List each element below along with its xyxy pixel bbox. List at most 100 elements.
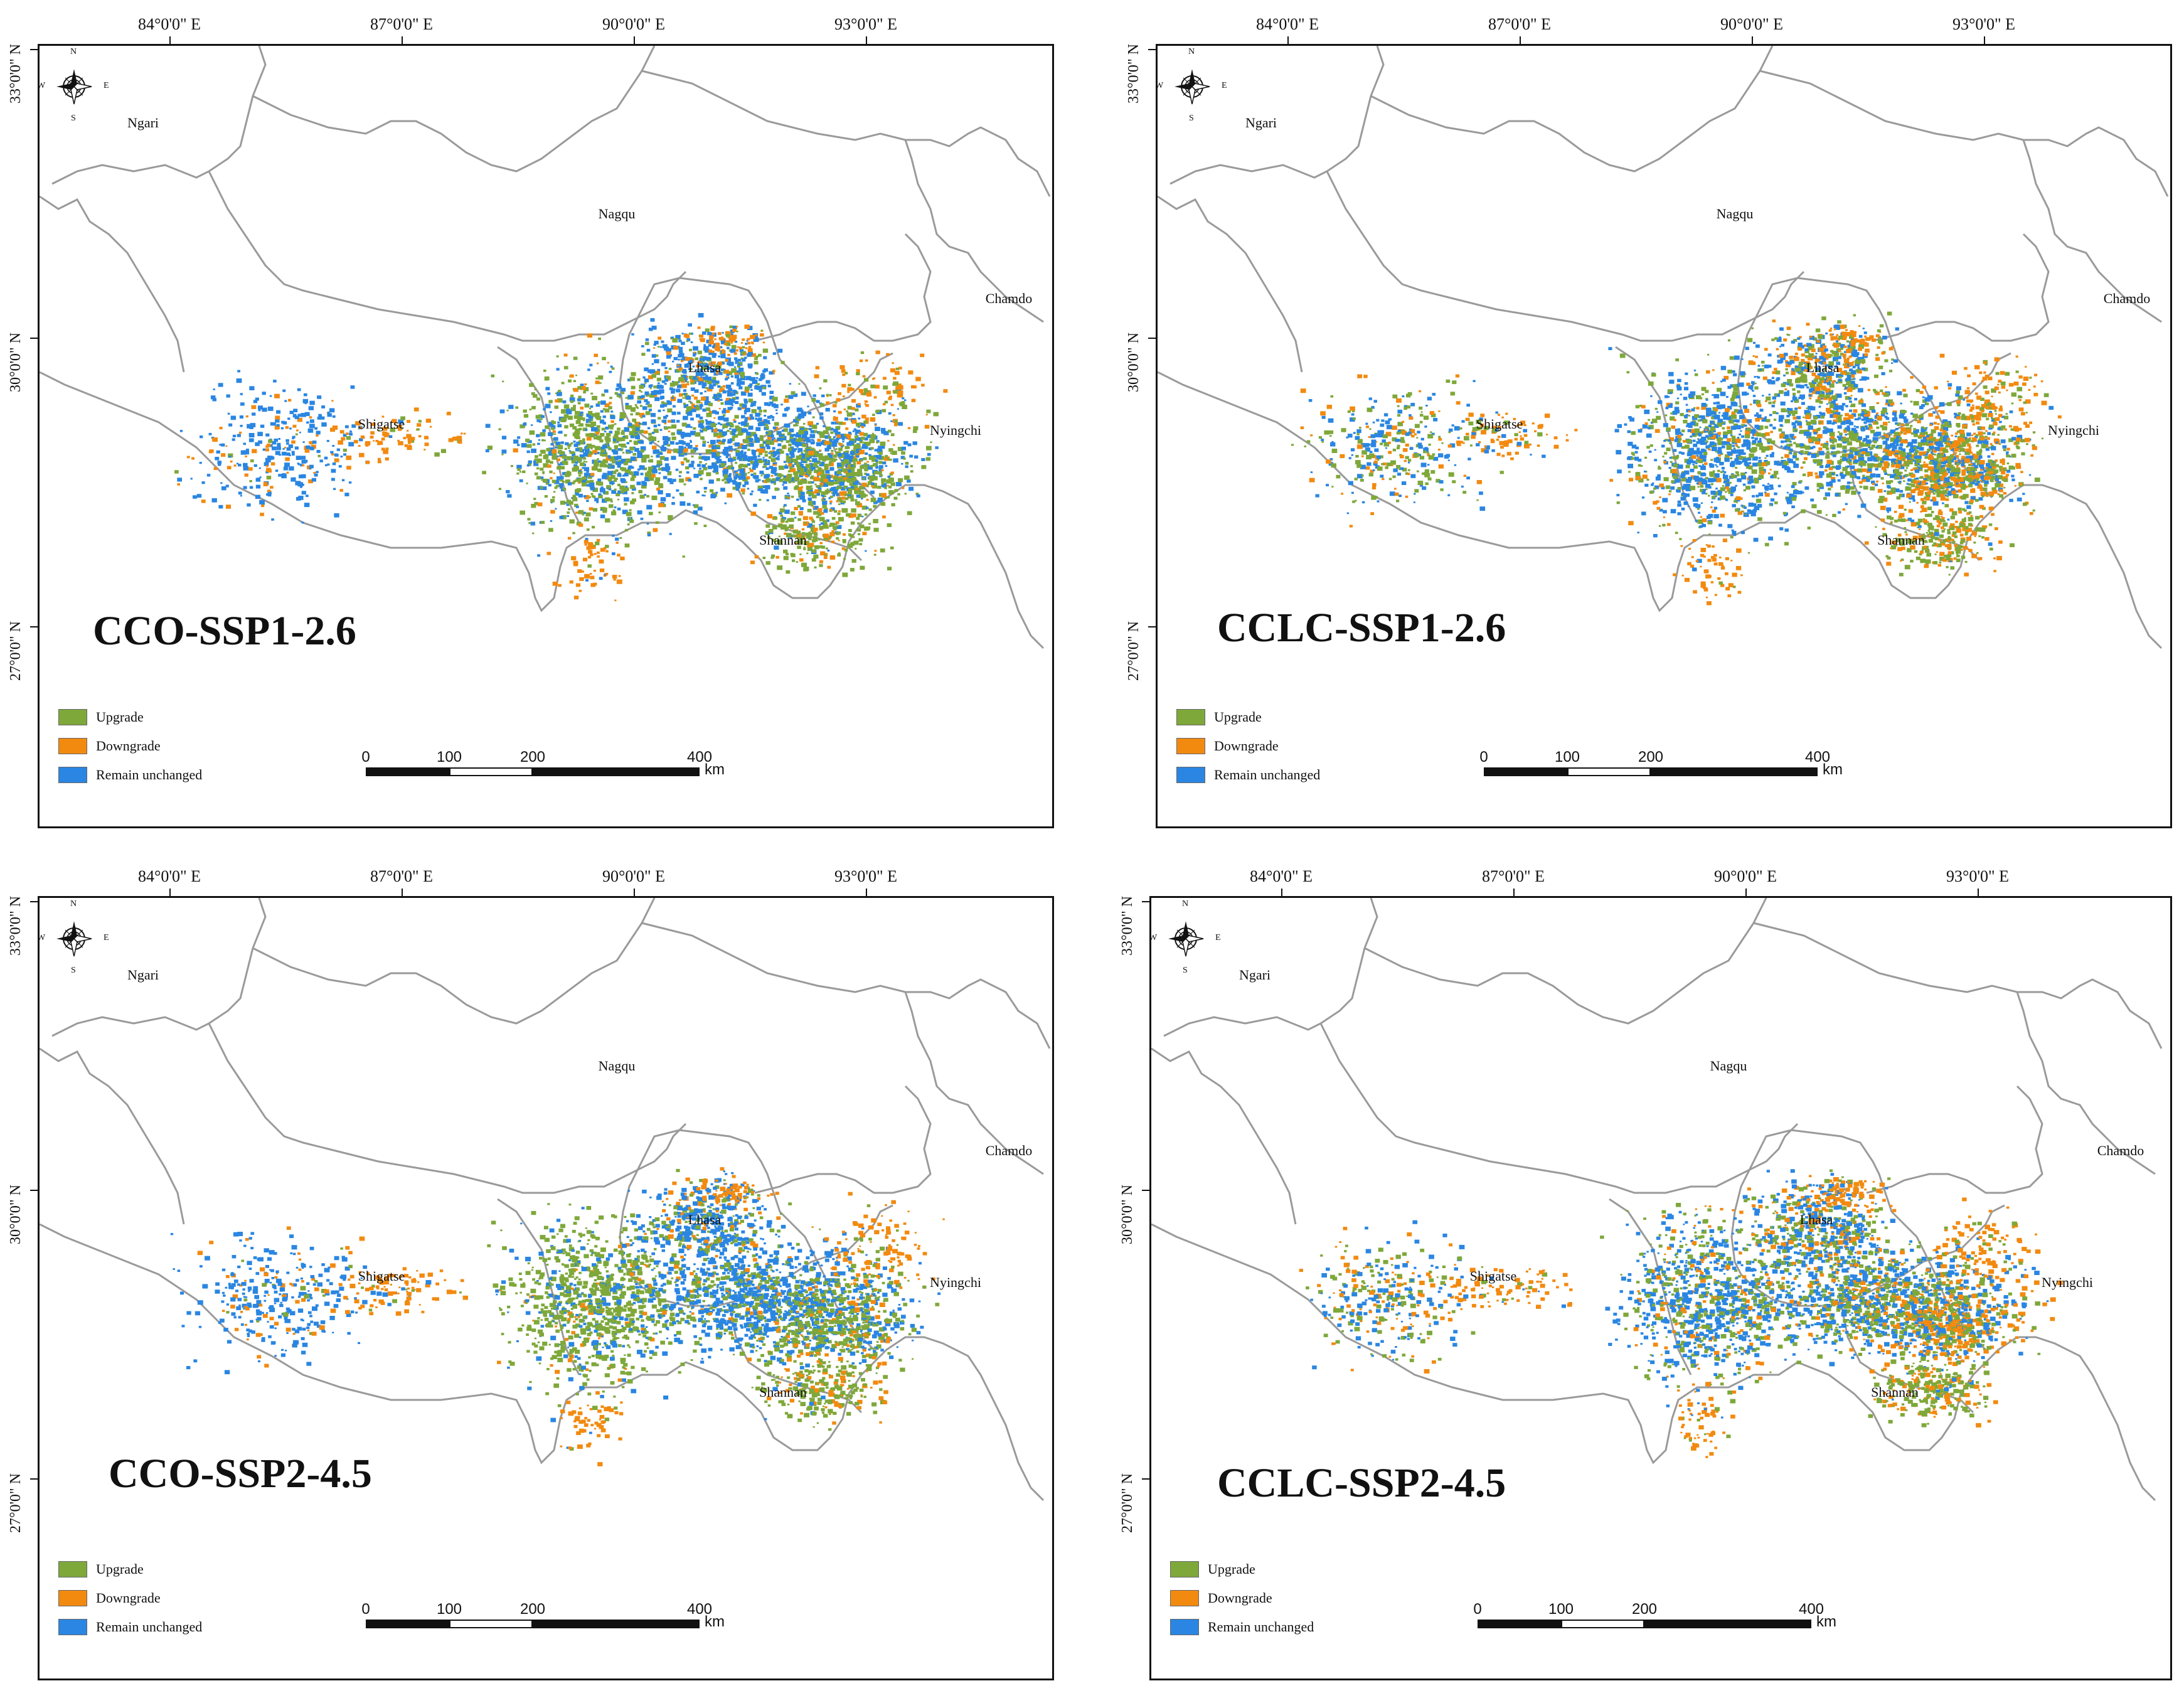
habitat-pixel	[563, 404, 570, 409]
habitat-pixel	[735, 488, 740, 491]
habitat-pixel	[782, 477, 786, 480]
habitat-pixel	[1676, 387, 1682, 391]
habitat-pixel	[901, 462, 903, 465]
habitat-pixel	[609, 498, 613, 501]
habitat-pixel	[573, 415, 578, 419]
habitat-pixel	[875, 350, 880, 355]
habitat-pixel	[1673, 463, 1678, 467]
habitat-pixel	[1405, 495, 1409, 498]
habitat-pixel	[544, 376, 550, 381]
habitat-pixel	[604, 403, 610, 408]
habitat-pixel	[1734, 499, 1737, 503]
habitat-pixel	[517, 436, 521, 439]
habitat-pixel	[1389, 491, 1395, 496]
habitat-pixel	[1666, 447, 1671, 451]
habitat-pixel	[651, 354, 656, 358]
habitat-pixel	[1655, 476, 1661, 481]
habitat-pixel	[887, 457, 890, 461]
habitat-pixel	[630, 501, 633, 504]
habitat-pixel	[738, 443, 743, 447]
habitat-pixel	[586, 484, 590, 487]
habitat-pixel	[1706, 412, 1712, 417]
habitat-pixel	[844, 371, 848, 375]
habitat-pixel	[1675, 429, 1681, 433]
habitat-pixel	[690, 440, 692, 442]
habitat-pixel	[805, 457, 810, 461]
habitat-pixel	[708, 410, 713, 414]
habitat-pixel	[774, 439, 778, 442]
habitat-pixel	[1701, 448, 1705, 452]
habitat-pixel	[836, 525, 839, 527]
scale-label-100: 100	[436, 749, 462, 766]
habitat-pixel	[1755, 498, 1762, 503]
habitat-pixel	[321, 405, 326, 408]
habitat-pixel	[722, 440, 725, 443]
habitat-pixel	[648, 385, 653, 388]
habitat-pixel	[1484, 445, 1487, 447]
habitat-pixel	[381, 447, 385, 451]
habitat-pixel	[1671, 480, 1675, 483]
habitat-pixel	[785, 526, 789, 530]
habitat-pixel	[532, 532, 535, 535]
habitat-pixel	[407, 430, 409, 432]
habitat-pixel	[666, 348, 671, 353]
habitat-pixel	[788, 481, 792, 484]
habitat-pixel	[639, 496, 642, 498]
habitat-pixel	[1777, 484, 1781, 488]
habitat-pixel	[301, 491, 306, 495]
habitat-pixel	[582, 513, 585, 516]
habitat-pixel	[1669, 457, 1672, 459]
habitat-pixel	[747, 438, 753, 442]
habitat-pixel	[623, 461, 628, 466]
habitat-pixel	[861, 425, 864, 429]
habitat-pixel	[653, 385, 658, 388]
habitat-pixel	[1432, 453, 1436, 456]
habitat-pixel	[1742, 452, 1746, 455]
habitat-pixel	[306, 421, 309, 424]
habitat-pixel	[834, 401, 838, 404]
habitat-pixel	[732, 326, 737, 329]
habitat-pixel	[1460, 440, 1463, 444]
habitat-pixel	[797, 542, 801, 545]
habitat-pixel	[528, 440, 532, 444]
habitat-pixel	[858, 538, 863, 542]
habitat-pixel	[243, 462, 248, 467]
habitat-pixel	[722, 414, 726, 417]
habitat-pixel	[1396, 499, 1400, 503]
habitat-pixel	[651, 413, 656, 417]
habitat-pixel	[1677, 500, 1681, 503]
habitat-pixel	[1718, 523, 1722, 527]
habitat-pixel	[760, 373, 765, 376]
habitat-pixel	[795, 424, 797, 426]
habitat-pixel	[1677, 512, 1681, 516]
habitat-pixel	[317, 454, 321, 457]
habitat-pixel	[865, 494, 868, 497]
habitat-pixel	[642, 406, 647, 410]
habitat-pixel	[805, 464, 811, 469]
habitat-pixel	[547, 464, 551, 468]
habitat-pixel	[334, 458, 339, 462]
habitat-pixel	[738, 362, 742, 365]
habitat-pixel	[417, 423, 422, 427]
habitat-pixel	[676, 388, 681, 393]
habitat-pixel	[1708, 444, 1713, 447]
habitat-pixel	[684, 356, 690, 361]
habitat-pixel	[1529, 443, 1531, 446]
habitat-pixel	[296, 456, 302, 460]
habitat-pixel	[265, 433, 270, 437]
habitat-pixel	[843, 459, 850, 464]
habitat-pixel	[1368, 444, 1371, 446]
habitat-pixel	[538, 454, 542, 457]
habitat-pixel	[728, 338, 734, 343]
habitat-pixel	[1331, 486, 1334, 488]
habitat-pixel	[1349, 525, 1353, 528]
habitat-pixel	[677, 364, 679, 367]
habitat-pixel	[1748, 462, 1752, 464]
habitat-pixel	[1726, 396, 1729, 398]
longitude-label: 90°0'0" E	[1720, 15, 1784, 33]
habitat-pixel	[809, 425, 812, 427]
habitat-pixel	[843, 452, 846, 455]
habitat-pixel	[1414, 493, 1416, 495]
habitat-pixel	[727, 465, 733, 470]
habitat-pixel	[762, 341, 765, 344]
